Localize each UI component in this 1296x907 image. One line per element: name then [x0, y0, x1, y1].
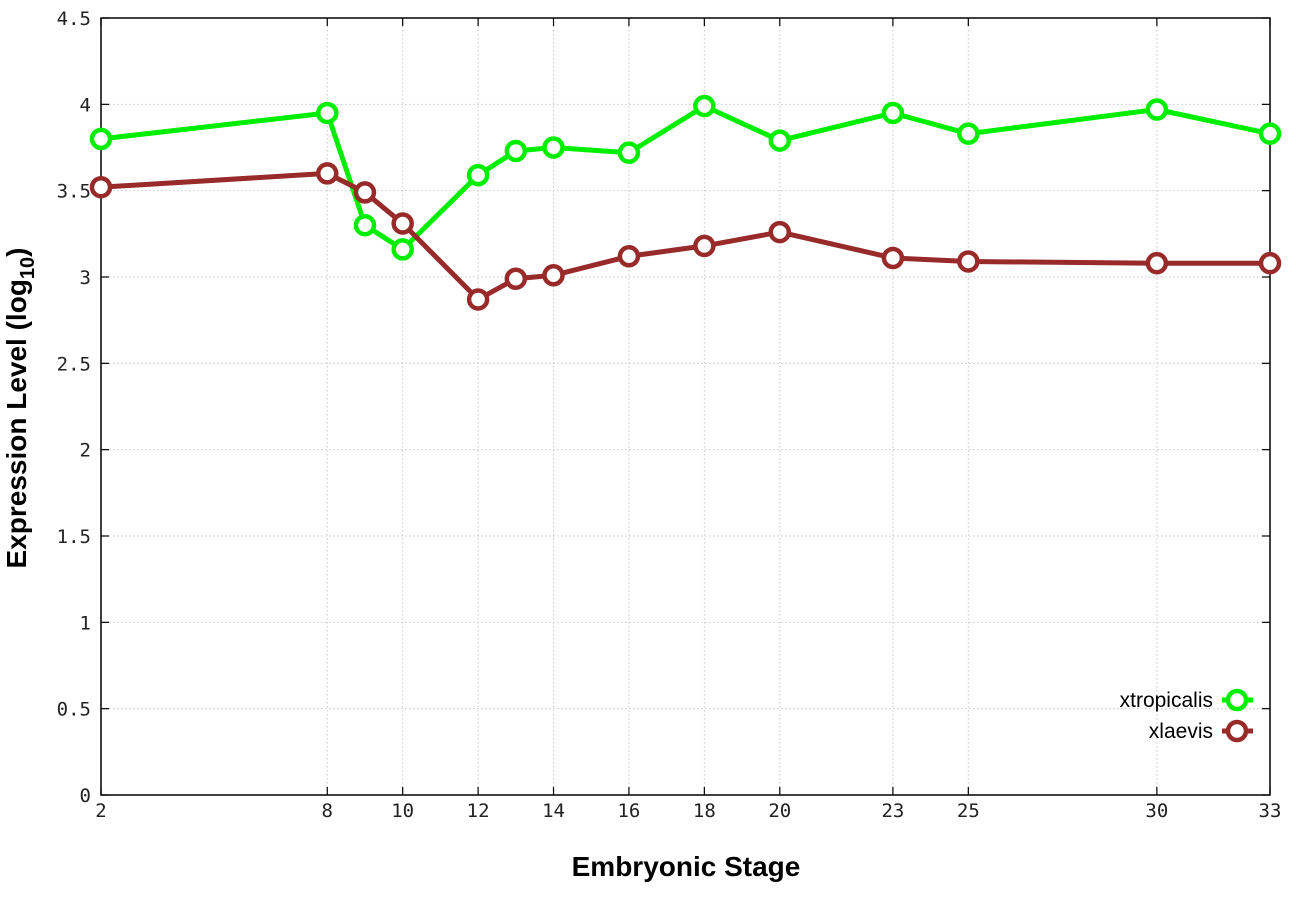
y-tick-label: 4.5: [57, 8, 91, 30]
x-tick-label: 2: [95, 800, 106, 822]
data-point: [542, 136, 565, 159]
x-tick-label: 12: [467, 800, 490, 822]
data-point: [768, 129, 792, 152]
data-point: [957, 122, 980, 145]
axis-ticks: 0 0.5 1 1.5 2 2.5 3 3.5 4 4.5 2 8 10 12 14 16 18 20 23 25 30…: [57, 8, 1282, 822]
data-point: [693, 234, 716, 258]
data-point: [768, 220, 792, 244]
x-tick-label: 23: [881, 800, 904, 822]
legend-swatch-marker: [1225, 688, 1249, 712]
y-axis-title-subscript: 10: [17, 257, 39, 279]
data-point: [89, 175, 113, 199]
data-point: [617, 141, 641, 164]
data-point: [89, 127, 113, 151]
legend-item: xlaevis: [1149, 719, 1253, 743]
x-tick-label: 16: [617, 800, 640, 822]
x-tick-label: 30: [1145, 800, 1168, 822]
series-xtropicalis: [89, 94, 1282, 261]
series-xlaevis: [89, 162, 1282, 311]
y-tick-label: 0: [80, 785, 91, 807]
plot-frame: [100, 17, 1271, 796]
data-point: [881, 246, 905, 270]
data-point: [316, 162, 339, 185]
legend: xtropicalis xlaevis: [1120, 688, 1253, 743]
data-point: [1145, 251, 1169, 275]
legend-swatch-marker: [1225, 719, 1249, 743]
y-tick-label: 3.5: [57, 181, 91, 203]
x-tick-label: 25: [957, 800, 980, 822]
x-tick-label: 18: [693, 800, 716, 822]
data-point: [353, 213, 377, 237]
y-axis-title-close: ): [1, 248, 32, 257]
data-point: [504, 139, 528, 163]
series-line: [100, 170, 1270, 302]
data-point: [1145, 98, 1169, 121]
data-series: [89, 94, 1282, 311]
y-axis-title-main: Expression Level (log: [1, 279, 32, 568]
legend-item: xtropicalis: [1120, 688, 1253, 712]
data-point: [391, 212, 414, 235]
data-point: [617, 245, 641, 268]
data-point: [316, 101, 339, 125]
x-tick-label: 20: [768, 800, 791, 822]
data-point: [391, 238, 414, 261]
y-tick-label: 4: [80, 94, 91, 116]
data-point: [466, 163, 490, 187]
data-point: [1258, 122, 1282, 145]
data-point: [504, 267, 528, 290]
y-tick-label: 0.5: [57, 699, 91, 721]
x-tick-label: 10: [391, 800, 414, 822]
data-point: [881, 101, 905, 125]
data-point: [957, 250, 980, 273]
y-tick-label: 2: [80, 440, 91, 462]
data-point: [693, 94, 716, 118]
y-tick-label: 1: [80, 612, 91, 634]
data-point: [353, 181, 377, 204]
data-point: [466, 288, 490, 311]
x-tick-label: 14: [542, 800, 565, 822]
data-point: [1258, 251, 1282, 275]
y-tick-label: 2.5: [57, 353, 91, 375]
x-axis-title: Embryonic Stage: [572, 851, 801, 882]
grid-lines: [101, 18, 1270, 795]
y-tick-label: 1.5: [57, 526, 91, 548]
x-tick-label: 33: [1259, 800, 1282, 822]
y-axis-title: Expression Level (log10): [1, 248, 39, 569]
data-point: [542, 264, 565, 287]
legend-label: xlaevis: [1149, 720, 1213, 743]
x-tick-label: 8: [322, 800, 333, 822]
y-tick-label: 3: [80, 267, 91, 289]
legend-label: xtropicalis: [1120, 689, 1213, 712]
